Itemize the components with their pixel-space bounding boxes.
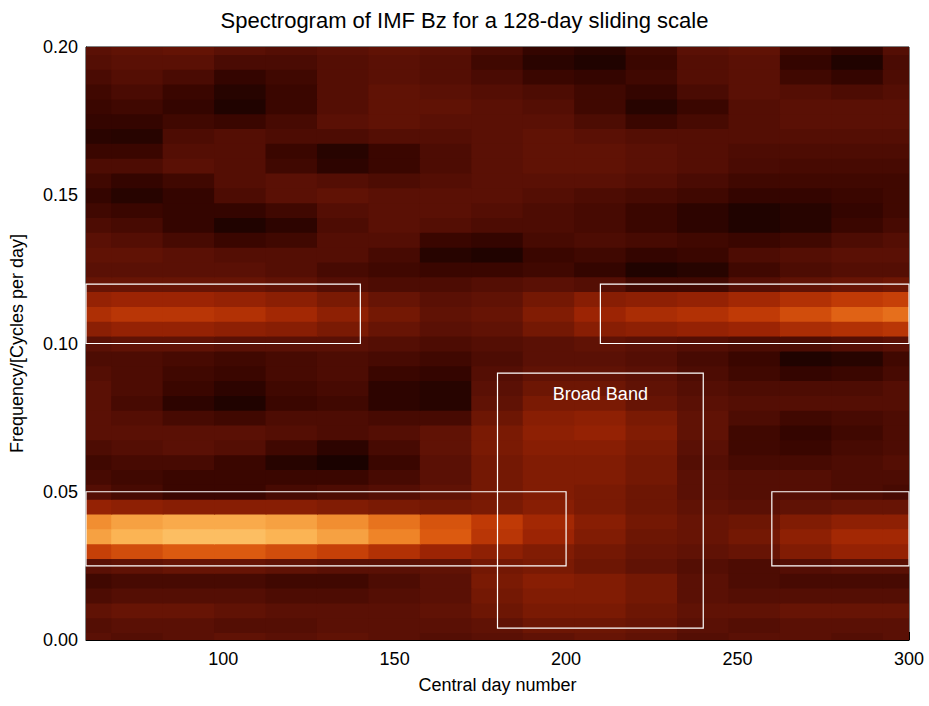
- svg-text:0.10: 0.10: [43, 334, 78, 354]
- svg-text:250: 250: [723, 649, 753, 669]
- svg-text:0.05: 0.05: [43, 482, 78, 502]
- svg-text:0.00: 0.00: [43, 630, 78, 650]
- svg-text:200: 200: [551, 649, 581, 669]
- svg-text:100: 100: [208, 649, 238, 669]
- svg-text:0.15: 0.15: [43, 185, 78, 205]
- svg-text:0.20: 0.20: [43, 37, 78, 57]
- svg-text:150: 150: [380, 649, 410, 669]
- svg-text:Spectrogram of IMF Bz for a 12: Spectrogram of IMF Bz for a 128-day slid…: [221, 8, 709, 33]
- svg-text:Broad Band: Broad Band: [553, 384, 648, 404]
- svg-text:Central day number: Central day number: [418, 675, 576, 695]
- svg-text:300: 300: [894, 649, 924, 669]
- svg-text:Frequency/[Cycles per day]: Frequency/[Cycles per day]: [7, 234, 27, 453]
